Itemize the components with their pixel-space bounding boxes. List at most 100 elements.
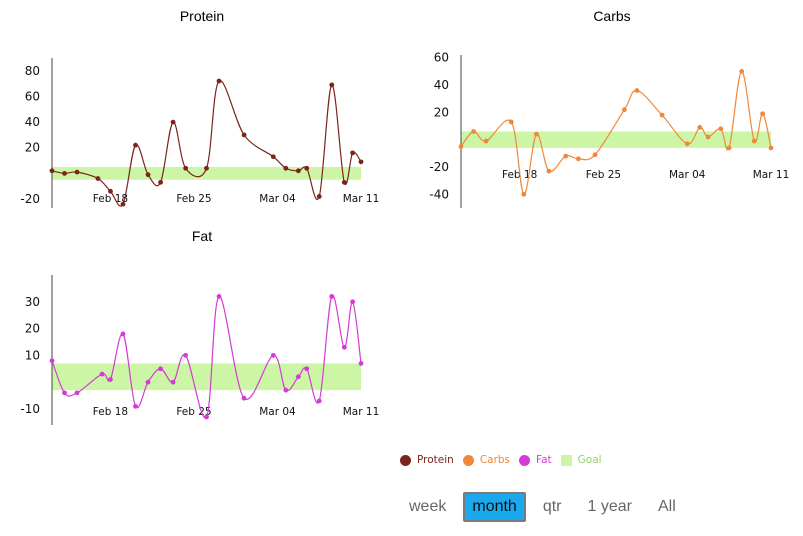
fat-data-point [99,371,105,377]
carbs-data-point [534,131,539,137]
protein-series-line [51,80,362,207]
legend-label-protein: Protein [417,454,454,466]
carbs-data-point [521,191,527,197]
fat-data-point [350,299,356,305]
protein-data-point [158,179,163,185]
fat-data-point [74,390,80,396]
range-selector: week month qtr 1 year All [400,492,693,522]
fat-series-line [51,295,362,419]
fat-data-point [170,379,176,385]
protein-data-point [108,188,113,194]
chart-legend: Protein Carbs Fat Goal [400,454,611,466]
protein-data-point [133,142,138,148]
protein-data-point [241,132,247,138]
carbs-chart-title: Carbs [593,8,630,24]
carbs-series-line [460,70,772,195]
protein-data-point [341,179,347,185]
fat-data-point [270,352,276,358]
carbs-data-point [760,111,766,117]
carbs-data-point [563,153,569,159]
range-qtr-button[interactable]: qtr [542,498,562,515]
fat-xtick-label: Feb 18 [93,406,128,418]
range-month-button[interactable]: month [463,492,526,522]
fat-ytick-label: 20 [25,322,40,336]
carbs-xtick-label: Mar 04 [669,169,706,181]
carbs-data-point [546,168,552,174]
carbs-ytick-label: 60 [434,51,449,65]
protein-chart: Protein 80 60 40 20 -20 Feb 18 Feb 25 Mar 04 Mar… [20,8,379,208]
carbs-legend-dot [462,454,474,466]
carbs-data-point [659,112,665,118]
fat-data-point [304,366,310,372]
protein-ytick-label: 20 [25,141,40,155]
carbs-data-point [739,68,745,74]
carbs-data-point [508,119,514,125]
carbs-data-point [621,107,627,113]
range-1year-button[interactable]: 1 year [587,498,632,515]
carbs-data-point [718,126,724,132]
fat-data-point [358,360,364,366]
carbs-data-point [751,138,757,144]
carbs-data-point [458,144,464,149]
protein-data-point [216,78,222,84]
protein-data-point [283,165,289,171]
legend-item-carbs[interactable]: Carbs [462,454,510,466]
legend-item-protein[interactable]: Protein [400,454,454,466]
fat-data-point [295,374,301,380]
protein-data-point [49,168,55,174]
protein-data-point [316,194,322,199]
fat-data-point [49,358,55,364]
carbs-data-point [726,145,732,151]
legend-item-fat[interactable]: Fat [519,454,552,466]
fat-data-point [158,366,163,372]
carbs-data-point [684,141,690,147]
protein-data-point [145,172,151,178]
fat-legend-dot [519,454,531,466]
fat-xtick-label: Mar 11 [343,406,380,418]
fat-data-point [108,377,113,382]
legend-label-fat: Fat [536,454,552,466]
protein-xtick-label: Feb 25 [176,193,211,205]
fat-ytick-label: -10 [20,402,40,416]
fat-ytick-label: 10 [25,348,40,362]
carbs-data-point [592,152,598,158]
fat-xtick-label: Mar 04 [259,406,296,418]
carbs-data-point [697,125,703,130]
protein-chart-title: Protein [180,8,224,24]
protein-ytick-label: 40 [25,115,40,129]
protein-data-point [120,201,126,207]
carbs-data-point [575,156,581,162]
protein-data-point [304,165,310,171]
protein-ytick-label: 60 [25,89,40,103]
protein-ytick-label: 80 [25,64,40,78]
carbs-ytick-label: 40 [434,78,449,92]
fat-data-point [329,294,335,299]
fat-chart-title: Fat [192,228,212,244]
protein-xtick-label: Mar 11 [343,193,380,205]
carbs-data-point [768,145,774,151]
protein-data-point [358,159,364,165]
range-all-button[interactable]: All [657,498,676,515]
carbs-ytick-label: -40 [429,187,449,201]
protein-data-point [329,82,335,88]
protein-ytick-label: -20 [20,192,40,206]
fat-data-point [241,395,247,401]
protein-xtick-label: Feb 18 [93,193,128,205]
protein-legend-dot [400,454,411,466]
legend-item-goal[interactable]: Goal [560,454,602,466]
carbs-ytick-label: 20 [434,105,449,119]
carbs-xtick-label: Feb 25 [586,169,621,181]
carbs-data-point [483,138,489,144]
protein-data-point [95,176,101,181]
fat-data-point [183,352,189,358]
range-week-button[interactable]: week [409,498,447,515]
carbs-data-point [634,88,640,93]
goal-legend-swatch [560,454,572,466]
fat-data-point [316,398,322,404]
protein-data-point [204,165,209,171]
carbs-data-point [705,134,711,140]
protein-data-point [74,169,80,175]
